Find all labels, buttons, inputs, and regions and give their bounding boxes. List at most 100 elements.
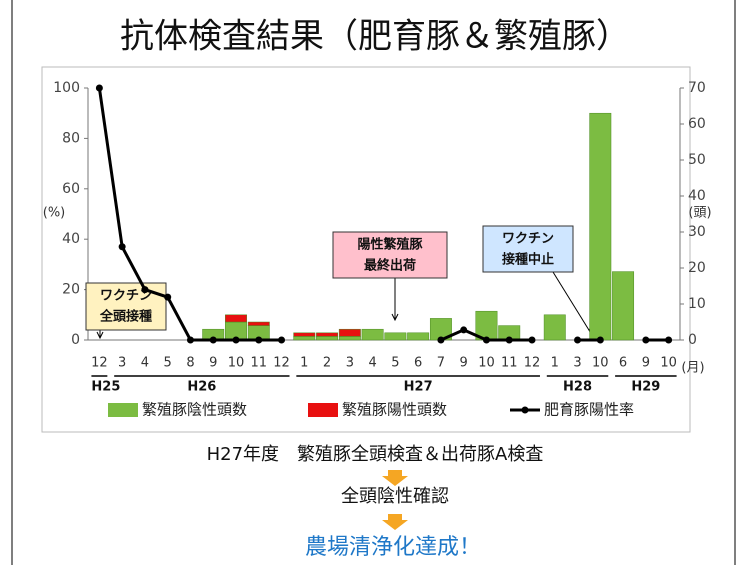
bar — [293, 336, 316, 341]
y-tick-label: 20 — [62, 282, 80, 298]
annotation-box — [482, 225, 574, 273]
line-marker — [232, 336, 240, 344]
line — [97, 87, 669, 342]
legend-label: 繁殖豚陽性頭数 — [342, 401, 447, 419]
group-label: H26 — [187, 380, 216, 395]
bar — [293, 332, 316, 337]
legend-label: 肥育豚陽性率 — [544, 401, 634, 419]
bar — [316, 332, 339, 337]
y2-tick-label: 30 — [688, 224, 706, 240]
y2-axis-label: (頭) — [688, 206, 711, 221]
line-marker — [665, 336, 673, 344]
x-tick-label: 3 — [118, 356, 126, 371]
legend-swatch — [108, 403, 138, 417]
y-tick-label: 40 — [62, 231, 80, 247]
line-marker — [141, 286, 149, 294]
line-marker — [528, 336, 536, 344]
x-tick-label: 3 — [573, 356, 581, 371]
annotation-text: 陽性繁殖豚 — [357, 237, 423, 253]
annotation-text: 最終出荷 — [364, 258, 416, 274]
x-tick-label: 12 — [273, 356, 290, 371]
bar — [612, 271, 635, 341]
x-tick-label: 4 — [141, 356, 149, 371]
x-tick-label: 8 — [186, 356, 194, 371]
line-marker — [164, 293, 172, 301]
x-tick-label: 4 — [368, 356, 376, 371]
group-label: H25 — [91, 380, 120, 395]
x-tick-label: 9 — [460, 356, 468, 371]
y-tick-label: 0 — [71, 332, 80, 348]
annotation-arrowhead — [391, 313, 399, 322]
line-marker — [460, 326, 468, 334]
line-marker — [642, 336, 650, 344]
line-marker — [437, 336, 445, 344]
x-tick-label: 1 — [551, 356, 559, 371]
chart-frame — [41, 66, 691, 433]
bar — [543, 314, 566, 341]
x-tick-label: 3 — [346, 356, 354, 371]
x-tick-label: 12 — [524, 356, 541, 371]
bar — [407, 332, 430, 341]
footer-line: 農場清浄化達成！ — [305, 535, 481, 560]
footer-line: 全頭陰性確認 — [341, 486, 449, 507]
x-unit-label: (月) — [681, 361, 704, 376]
arrow — [382, 514, 408, 530]
line-marker — [278, 336, 286, 344]
legend-swatch — [308, 403, 338, 417]
x-tick-label: 11 — [250, 356, 267, 371]
footer-line: H27年度 繁殖豚全頭検査＆出荷豚A検査 — [207, 443, 544, 465]
bar — [384, 332, 407, 341]
bar — [316, 336, 339, 341]
legend-swatch — [521, 406, 529, 414]
x-tick-label: 10 — [478, 356, 495, 371]
x-tick-label: 10 — [660, 356, 677, 371]
line-marker — [596, 336, 604, 344]
annotation-text: 全頭接種 — [99, 309, 152, 325]
x-tick-label: 1 — [300, 356, 308, 371]
line-marker — [574, 336, 582, 344]
y2-tick-label: 50 — [688, 152, 706, 168]
annotation-text: 接種中止 — [502, 252, 554, 268]
y-tick-label: 100 — [53, 80, 80, 96]
annotation-text: ワクチン — [100, 289, 152, 304]
line-marker — [118, 243, 126, 251]
chart-title: 抗体検査結果（肥育豚＆繁殖豚） — [120, 17, 630, 57]
bar — [589, 112, 612, 341]
annotation-box — [332, 231, 448, 279]
annotation-text: ワクチン — [502, 232, 554, 247]
group-label: H28 — [563, 380, 592, 395]
x-tick-label: 2 — [323, 356, 331, 371]
x-tick-label: 7 — [437, 356, 445, 371]
y2-tick-label: 10 — [688, 296, 706, 312]
group-label: H29 — [631, 380, 660, 395]
arrow — [382, 470, 408, 486]
y2-tick-label: 20 — [688, 260, 706, 276]
y2-tick-label: 70 — [688, 80, 706, 96]
x-tick-label: 12 — [91, 356, 108, 371]
annotation-arrowhead — [96, 331, 104, 340]
y-tick-label: 80 — [62, 130, 80, 146]
y-tick-label: 60 — [62, 181, 80, 197]
line-marker — [209, 336, 217, 344]
x-tick-label: 10 — [228, 356, 245, 371]
line-marker — [505, 336, 513, 344]
bar — [247, 321, 270, 326]
legend-label: 繁殖豚陰性頭数 — [142, 401, 247, 419]
x-tick-label: 9 — [642, 356, 650, 371]
line-marker — [186, 336, 194, 344]
x-tick-label: 5 — [391, 356, 399, 371]
x-tick-label: 11 — [501, 356, 518, 371]
bar — [338, 328, 361, 337]
y2-tick-label: 0 — [688, 332, 697, 348]
group-label: H27 — [404, 380, 433, 395]
x-tick-label: 6 — [619, 356, 627, 371]
line-marker — [482, 336, 490, 344]
y2-tick-label: 40 — [688, 188, 706, 204]
line-marker — [255, 336, 263, 344]
x-tick-label: 9 — [209, 356, 217, 371]
annotation-arrow — [552, 271, 593, 336]
bar — [338, 336, 361, 341]
x-tick-label: 6 — [414, 356, 422, 371]
